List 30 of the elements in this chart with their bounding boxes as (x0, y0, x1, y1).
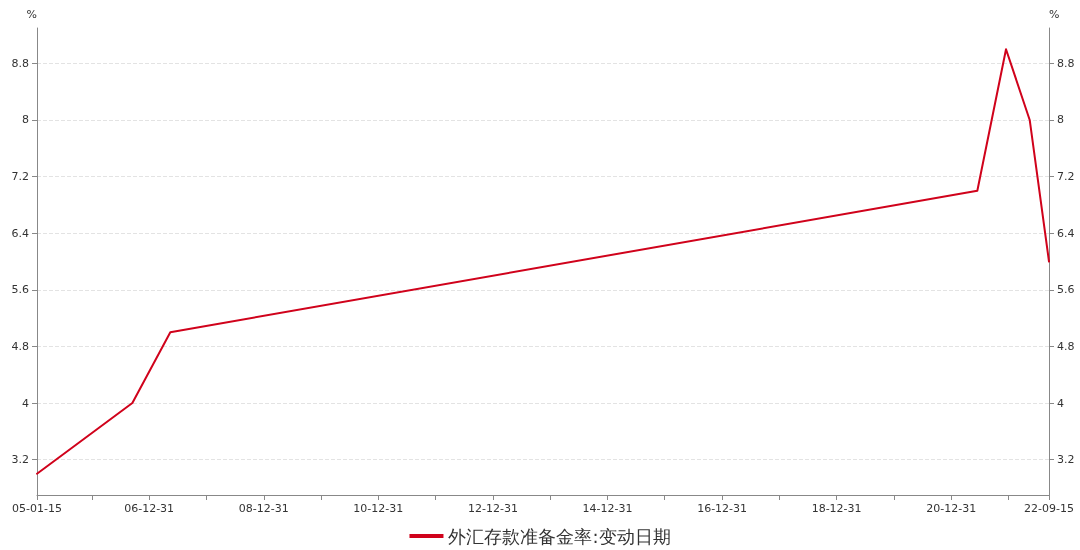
y2-tick-label: 6.4 (1057, 226, 1075, 240)
x-tick-label: 14-12-31 (582, 502, 633, 515)
x-tick-label: 12-12-31 (468, 502, 518, 515)
y-tick-label: 5.6 (11, 283, 29, 297)
y2-tick-label: 8.8 (1057, 56, 1075, 70)
y2-tick-label: 7.2 (1057, 170, 1075, 184)
y2-tick-label: 3.2 (1057, 453, 1075, 467)
y-tick-label: 4.8 (11, 339, 29, 353)
y-tick-label: 8.8 (11, 56, 29, 70)
y2-tick-label: 8 (1057, 113, 1064, 127)
y-tick-label: 7.2 (11, 170, 29, 184)
y-tick-label: 6.4 (11, 226, 29, 240)
y-tick-label: 4 (22, 396, 29, 410)
y2-tick-label: 5.6 (1057, 283, 1075, 297)
y2-axis-title: % (1049, 8, 1060, 21)
y-tick-label: 8 (22, 113, 29, 127)
x-tick-label: 06-12-31 (124, 502, 175, 515)
y-axis-title: % (26, 8, 37, 21)
y2-tick-label: 4.8 (1057, 339, 1075, 353)
x-tick-label: 16-12-31 (697, 502, 748, 515)
x-tick-label: 18-12-31 (811, 502, 862, 515)
legend-label: 外汇存款准备金率:变动日期 (448, 525, 671, 547)
x-tick-label: 20-12-31 (926, 502, 977, 515)
y2-tick-label: 4 (1057, 396, 1064, 410)
line-series (36, 48, 1050, 475)
x-tick-label: 22-09-15 (1024, 502, 1074, 515)
y-tick-label: 3.2 (11, 453, 29, 467)
x-tick-label: 08-12-31 (238, 502, 289, 515)
x-tick-label: 10-12-31 (353, 502, 404, 515)
x-tick-label: 05-01-15 (12, 502, 62, 515)
